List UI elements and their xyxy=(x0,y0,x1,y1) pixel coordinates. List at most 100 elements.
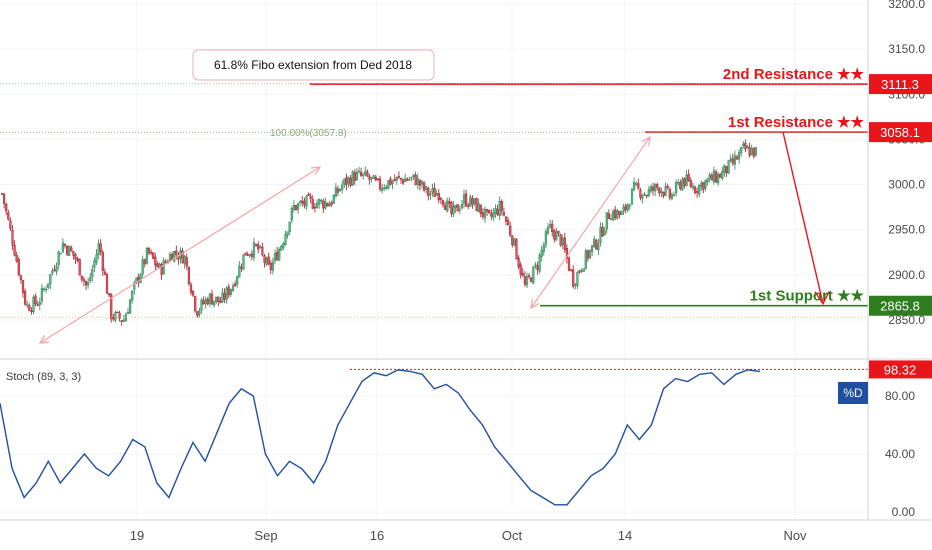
candle-body xyxy=(731,158,734,164)
candle-body xyxy=(465,193,468,207)
candle-body xyxy=(675,182,678,194)
candle-body xyxy=(660,190,663,194)
candle-body xyxy=(593,238,596,247)
candle-body xyxy=(412,174,415,177)
candle-body xyxy=(116,311,119,313)
candle-body xyxy=(662,191,665,197)
candle-body xyxy=(11,229,14,246)
candle-body xyxy=(61,242,64,253)
candle-body xyxy=(712,170,715,182)
candle-body xyxy=(24,290,27,305)
candle-body xyxy=(658,187,661,194)
candle-body xyxy=(364,170,367,175)
candle-body xyxy=(189,284,193,293)
candle-body xyxy=(563,237,566,251)
candle-body xyxy=(299,201,302,203)
candle-body xyxy=(641,195,644,199)
candle-body xyxy=(441,200,445,206)
level-label: 1st Support ★★ xyxy=(750,288,865,305)
candle-body xyxy=(368,176,371,180)
candle-body xyxy=(124,314,127,322)
candle-body xyxy=(101,251,104,271)
candle-body xyxy=(128,299,132,314)
stoch-value-text: 98.32 xyxy=(884,362,917,377)
candle-body xyxy=(414,175,417,185)
fibo-callout-box xyxy=(192,49,435,81)
candle-body xyxy=(103,271,106,275)
candle-body xyxy=(311,199,314,209)
candle-body xyxy=(122,319,125,322)
y-tick-label: 2850.0 xyxy=(888,313,925,327)
candle-body xyxy=(620,211,623,216)
candle-body xyxy=(580,270,583,272)
candle-body xyxy=(152,252,155,259)
candle-body xyxy=(460,203,463,209)
candle-body xyxy=(607,213,610,220)
candle-body xyxy=(200,299,203,311)
candle-body xyxy=(271,261,274,271)
x-tick-label: 14 xyxy=(618,528,632,543)
candle-body xyxy=(502,212,505,216)
candle-body xyxy=(618,211,621,215)
candle-body xyxy=(233,283,237,286)
candle-body xyxy=(706,178,709,183)
candle-body xyxy=(399,178,403,180)
candle-body xyxy=(515,239,518,260)
candle-body xyxy=(63,244,67,246)
candle-body xyxy=(733,155,736,165)
candle-body xyxy=(160,264,163,275)
candle-body xyxy=(78,258,81,276)
candle-body xyxy=(536,265,539,270)
candle-body xyxy=(86,282,90,286)
candle-body xyxy=(439,198,442,200)
candle-body xyxy=(362,173,365,176)
candle-body xyxy=(206,298,209,305)
candle-body xyxy=(517,257,520,267)
candle-body xyxy=(107,293,111,296)
candle-body xyxy=(429,193,432,195)
candle-body xyxy=(448,201,451,204)
candle-body xyxy=(431,187,434,193)
candle-body xyxy=(530,277,533,283)
candle-body xyxy=(597,243,600,251)
candle-body xyxy=(494,208,497,214)
candle-body xyxy=(572,269,575,287)
candle-body xyxy=(68,245,71,256)
candle-body xyxy=(330,202,333,205)
candle-body xyxy=(630,188,634,205)
candle-body xyxy=(492,212,495,218)
candle-body xyxy=(381,187,384,191)
candle-body xyxy=(120,320,123,322)
candle-body xyxy=(420,181,424,185)
candle-body xyxy=(654,183,657,192)
candle-body xyxy=(553,230,556,240)
candle-body xyxy=(349,177,352,186)
candle-body xyxy=(549,224,552,228)
candle-body xyxy=(570,269,573,271)
arrow-head xyxy=(38,335,50,344)
candle-body xyxy=(752,147,755,157)
candle-body xyxy=(38,302,41,305)
candle-body xyxy=(267,256,270,265)
candle-body xyxy=(624,205,627,210)
candle-body xyxy=(748,147,751,156)
candle-body xyxy=(240,267,243,269)
candle-body xyxy=(47,283,50,288)
candle-body xyxy=(656,184,659,188)
candle-body xyxy=(0,193,4,195)
candle-body xyxy=(290,208,293,221)
candle-body xyxy=(183,256,186,264)
candle-body xyxy=(269,263,272,270)
candle-body xyxy=(229,289,232,295)
candle-body xyxy=(40,287,43,302)
level-price-text: 3111.3 xyxy=(881,77,919,92)
candle-body xyxy=(353,172,356,181)
candle-body xyxy=(754,147,757,156)
candle-body xyxy=(586,250,589,259)
candle-body xyxy=(584,250,587,269)
candle-body xyxy=(347,177,350,184)
candle-body xyxy=(181,250,184,264)
candle-body xyxy=(603,230,606,236)
candle-body xyxy=(605,212,608,230)
candle-body xyxy=(542,244,545,252)
